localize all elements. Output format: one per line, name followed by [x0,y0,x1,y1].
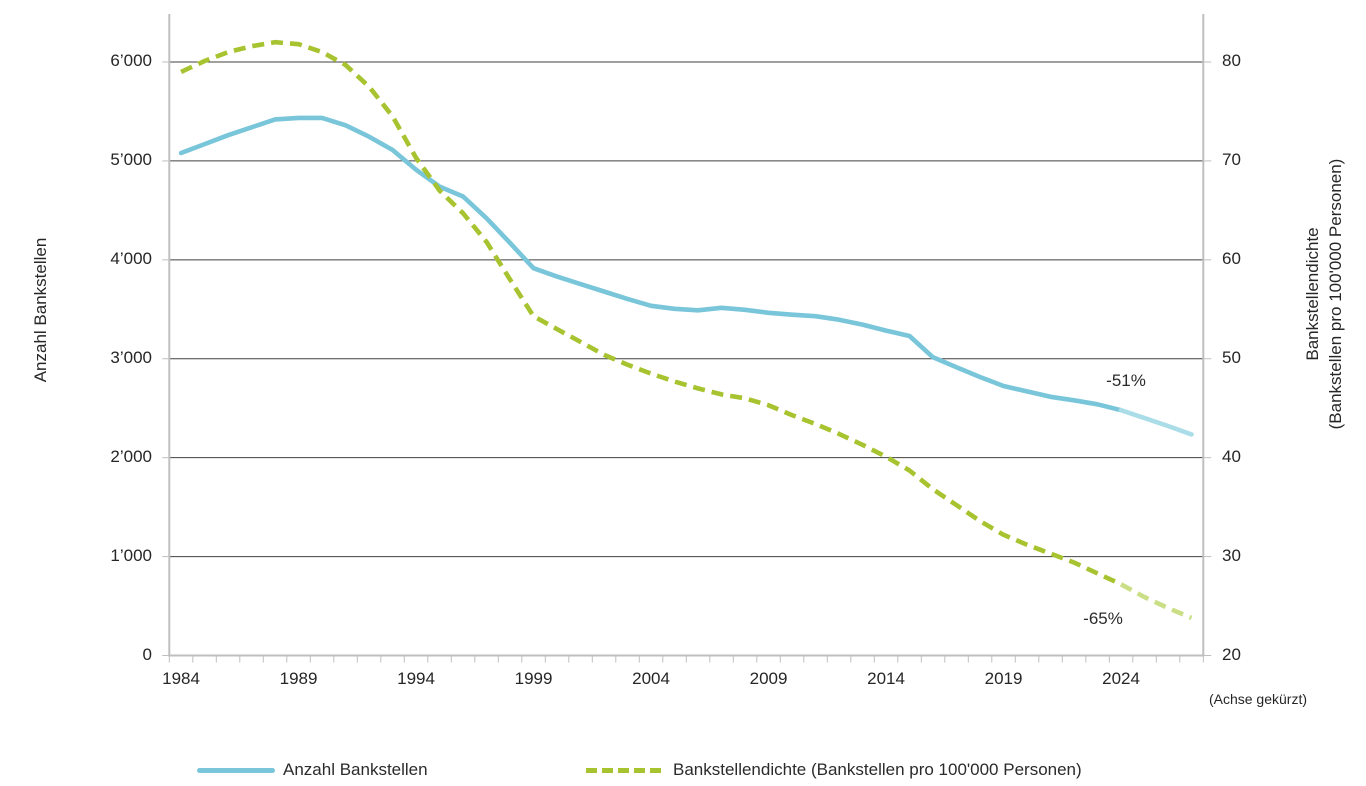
annotation-65-percent: -65% [1083,609,1123,628]
x-axis-tick-label: 2014 [867,669,905,688]
right-axis-tick-label: 60 [1222,248,1241,268]
left-axis-tick-label: 2’000 [110,446,152,466]
right-axis-title: Bankstellendichte (Bankstellen pro 100'0… [1301,159,1347,430]
left-axis-tick-label: 4’000 [110,248,152,268]
series-line-bankstellendichte-actual [180,39,1122,587]
x-axis-tick-label: 2004 [632,669,670,688]
x-axis-tick-label: 1989 [279,669,318,688]
right-axis-title-line2: (Bankstellen pro 100'000 Personen) [1326,158,1345,430]
right-axis-tick-label: 50 [1222,347,1241,367]
left-axis-title: Anzahl Bankstellen [31,237,50,383]
series-line-bankstellendichte-forecast [1119,582,1193,621]
legend-swatch-solid-line [197,768,275,773]
series-line-anzahl-bankstellen-actual [178,115,1124,413]
x-axis-tick-label: 2024 [1102,669,1140,688]
series-line-anzahl-bankstellen-forecast [1118,407,1194,437]
legend-label-bankstellendichte: Bankstellendichte (Bankstellen pro 100'0… [673,760,1082,779]
right-axis-title-line1: Bankstellendichte [1303,227,1322,361]
left-axis-tick-label: 0 [142,644,152,664]
right-axis-tick-label: 20 [1222,644,1241,664]
left-axis-tick-label: 5’000 [110,149,152,169]
legend-swatch-dashed-line [586,768,666,773]
left-axis-tick-label: 6’000 [110,51,152,70]
right-axis-tick-label: 80 [1222,51,1241,70]
right-axis-tick-label: 70 [1222,149,1241,169]
left-axis-tick-label: 3’000 [110,347,152,367]
legend-label-anzahl-bankstellen: Anzahl Bankstellen [283,760,428,779]
right-axis-tick-label: 30 [1222,545,1241,565]
x-axis-note: (Achse gekürzt) [1208,691,1308,707]
annotation-51-percent: -51% [1106,371,1146,390]
right-axis-tick-label: 40 [1222,446,1241,466]
x-axis-tick-label: 2019 [984,669,1023,688]
x-axis-tick-label: 2009 [749,669,788,688]
left-axis-tick-label: 1’000 [110,545,152,565]
x-axis-tick-label: 1984 [162,669,200,688]
x-axis-tick-label: 1999 [514,669,553,688]
x-axis-tick-label: 1994 [397,669,435,688]
